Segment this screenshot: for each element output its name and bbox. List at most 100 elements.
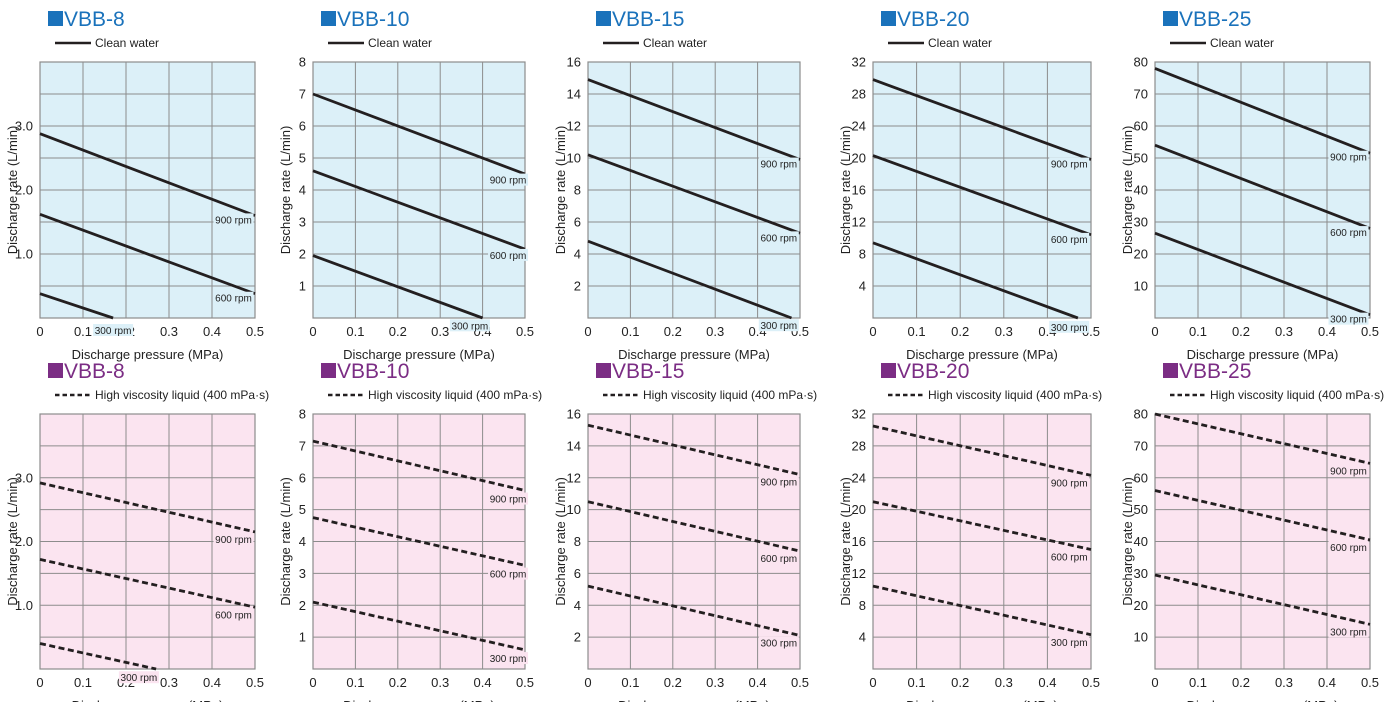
- series-line-900rpm: [587, 78, 801, 161]
- x-tick-label: 0.1: [621, 324, 639, 339]
- series-label-600rpm: 600 rpm: [1330, 543, 1367, 554]
- plot-frame: [872, 61, 1092, 319]
- legend-label: High viscosity liquid (400 mPa·s): [95, 388, 269, 402]
- x-tick-label: 0: [309, 324, 316, 339]
- y-axis-label: Discharge rate (L/min): [5, 477, 20, 606]
- x-axis-label: Discharge pressure (MPa): [343, 698, 495, 702]
- x-tick-label: 0: [584, 324, 591, 339]
- chart-title: VBB-20: [897, 8, 969, 31]
- series-line-900rpm: [312, 439, 526, 492]
- series-line-600rpm: [312, 516, 526, 567]
- series-label-600rpm: 600 rpm: [215, 610, 252, 621]
- series-label-600rpm: 600 rpm: [215, 294, 252, 305]
- y-tick-label: 80: [1134, 407, 1148, 422]
- y-tick-label: 8: [299, 407, 306, 422]
- y-tick-label: 6: [299, 470, 306, 485]
- y-tick-label: 2: [574, 279, 581, 294]
- series-label-bg: [758, 552, 799, 565]
- y-tick-label: 10: [567, 502, 581, 517]
- x-tick-label: 0.5: [516, 675, 534, 690]
- x-tick-label: 0.3: [706, 324, 724, 339]
- series-line-300rpm: [39, 292, 114, 320]
- x-tick-label: 0.1: [346, 324, 364, 339]
- x-tick-label: 0.1: [1189, 324, 1207, 339]
- series-line-900rpm: [1154, 412, 1371, 465]
- x-tick-label: 0.5: [516, 324, 534, 339]
- series-label-600rpm: 600 rpm: [490, 251, 527, 262]
- y-tick-label: 10: [1134, 279, 1148, 294]
- y-tick-label: 60: [1134, 119, 1148, 134]
- legend-label: Clean water: [643, 36, 707, 50]
- x-tick-label: 0.2: [664, 324, 682, 339]
- y-axis-label: Discharge rate (L/min): [838, 477, 853, 606]
- y-tick-label: 8: [859, 247, 866, 262]
- series-label-900rpm: 900 rpm: [490, 176, 527, 187]
- series-label-bg: [488, 567, 529, 580]
- series-label-bg: [1328, 625, 1369, 638]
- x-tick-label: 0.1: [908, 675, 926, 690]
- series-line-900rpm: [1154, 67, 1371, 155]
- y-tick-label: 28: [852, 87, 866, 102]
- plot-frame: [312, 61, 526, 319]
- x-tick-label: 0.3: [1275, 675, 1293, 690]
- y-tick-label: 24: [852, 119, 866, 134]
- y-tick-label: 8: [299, 55, 306, 70]
- y-tick-label: 4: [574, 247, 581, 262]
- y-tick-label: 5: [299, 502, 306, 517]
- series-label-900rpm: 900 rpm: [215, 535, 252, 546]
- chart-title: VBB-15: [612, 8, 684, 31]
- series-line-600rpm: [1154, 143, 1371, 230]
- series-label-bg: [1049, 635, 1090, 648]
- series-label-bg: [488, 652, 529, 665]
- x-tick-label: 0: [869, 324, 876, 339]
- series-line-600rpm: [1154, 489, 1371, 542]
- title-marker: [596, 363, 611, 378]
- x-tick-label: 0.5: [246, 324, 264, 339]
- y-tick-label: 12: [852, 215, 866, 230]
- plot-frame: [1154, 61, 1371, 319]
- y-tick-label: 4: [859, 630, 866, 645]
- series-line-300rpm: [587, 239, 792, 320]
- x-tick-label: 0: [584, 675, 591, 690]
- chart-title: VBB-25: [1179, 360, 1251, 383]
- series-label-bg: [488, 248, 529, 261]
- series-line-600rpm: [872, 500, 1092, 551]
- series-label-bg: [1328, 312, 1369, 325]
- series-line-300rpm: [1154, 231, 1371, 317]
- y-axis-label: Discharge rate (L/min): [278, 126, 293, 255]
- y-tick-label: 60: [1134, 470, 1148, 485]
- x-tick-label: 0.4: [203, 324, 221, 339]
- series-label-bg: [758, 157, 799, 170]
- series-label-bg: [1049, 232, 1090, 245]
- series-label-bg: [1049, 320, 1090, 333]
- y-tick-label: 8: [574, 534, 581, 549]
- y-axis-label: Discharge rate (L/min): [1120, 477, 1135, 606]
- y-tick-label: 3.0: [15, 119, 33, 134]
- series-line-300rpm: [39, 642, 157, 671]
- series-label-900rpm: 900 rpm: [1051, 160, 1088, 171]
- x-axis-label: Discharge pressure (MPa): [906, 698, 1058, 702]
- x-tick-label: 0.2: [951, 324, 969, 339]
- y-tick-label: 12: [567, 119, 581, 134]
- y-tick-label: 16: [852, 183, 866, 198]
- y-tick-label: 1: [299, 630, 306, 645]
- chart-panel-vbb-8-viscous: VBB-8 High viscosity liquid (400 mPa·s) 0 0…: [5, 360, 269, 707]
- y-tick-label: 10: [567, 151, 581, 166]
- x-tick-label: 0: [1151, 675, 1158, 690]
- y-tick-label: 40: [1134, 534, 1148, 549]
- series-label-300rpm: 300 rpm: [1051, 638, 1088, 649]
- series-line-900rpm: [39, 481, 256, 534]
- legend-label: Clean water: [95, 36, 159, 50]
- series-label-bg: [1328, 464, 1369, 477]
- chart-panel-vbb-20-viscous: VBB-20 High viscosity liquid (400 mPa·s) 0…: [838, 360, 1102, 707]
- y-axis-label: Discharge rate (L/min): [553, 126, 568, 255]
- x-tick-label: 0: [36, 324, 43, 339]
- series-line-300rpm: [1154, 573, 1371, 626]
- series-label-bg: [1049, 157, 1090, 170]
- y-tick-label: 1.0: [15, 247, 33, 262]
